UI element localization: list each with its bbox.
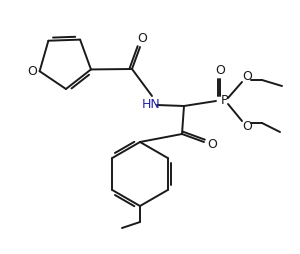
Text: O: O	[207, 138, 217, 151]
Text: O: O	[242, 71, 252, 84]
Text: O: O	[137, 33, 147, 45]
Text: O: O	[242, 119, 252, 133]
Text: O: O	[28, 65, 38, 78]
Text: HN: HN	[142, 99, 160, 112]
Text: O: O	[215, 64, 225, 76]
Text: P: P	[220, 94, 228, 107]
